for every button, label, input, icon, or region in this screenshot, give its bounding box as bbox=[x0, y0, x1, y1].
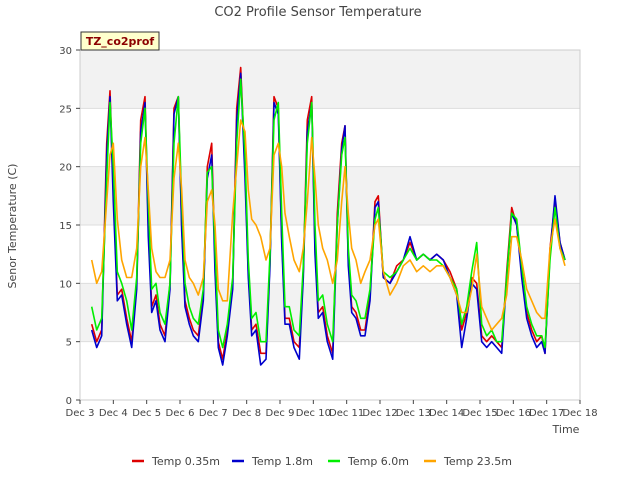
x-tick-label: Dec 5 bbox=[132, 408, 161, 419]
chart-title: CO2 Profile Sensor Temperature bbox=[214, 5, 421, 20]
y-tick-label: 25 bbox=[59, 104, 72, 115]
legend-label: Temp 0.35m bbox=[151, 455, 220, 468]
x-axis-label: Time bbox=[552, 423, 580, 436]
legend: Temp 0.35m Temp 1.8m Temp 6.0m Temp 23.5m bbox=[132, 455, 512, 468]
series-line-temp-23-5m bbox=[90, 119, 566, 331]
x-tick-label: Dec 13 bbox=[396, 408, 431, 419]
x-tick-label: Dec 17 bbox=[529, 408, 564, 419]
x-tick-label: Dec 6 bbox=[166, 408, 195, 419]
annotation-label: TZ_co2prof bbox=[86, 35, 155, 48]
x-tick-label: Dec 10 bbox=[296, 408, 331, 419]
x-tick-label: Dec 8 bbox=[232, 408, 261, 419]
x-tick-label: Dec 7 bbox=[199, 408, 228, 419]
x-tick-label: Dec 11 bbox=[329, 408, 364, 419]
x-tick-label: Dec 3 bbox=[66, 408, 95, 419]
series-line-temp-1-8m bbox=[90, 72, 566, 366]
y-tick-label: 10 bbox=[59, 279, 72, 290]
x-tick-label: Dec 12 bbox=[362, 408, 397, 419]
plot-background bbox=[80, 50, 580, 400]
x-tick-label: Dec 16 bbox=[496, 408, 531, 419]
y-tick-label: 5 bbox=[66, 338, 72, 349]
series-lines bbox=[90, 66, 566, 366]
y-tick-label: 30 bbox=[59, 46, 72, 57]
y-tick-label: 15 bbox=[59, 221, 72, 232]
y-axis-label: Senor Temperature (C) bbox=[6, 164, 19, 289]
plot-band bbox=[80, 108, 580, 167]
y-tick-label: 20 bbox=[59, 163, 72, 174]
plot-band bbox=[80, 50, 580, 109]
plot-band bbox=[80, 166, 580, 225]
x-tick-label: Dec 14 bbox=[429, 408, 464, 419]
x-tick-label: Dec 15 bbox=[462, 408, 497, 419]
x-tick-label: Dec 9 bbox=[266, 408, 295, 419]
legend-label: Temp 1.8m bbox=[251, 455, 313, 468]
annotation-box: TZ_co2prof bbox=[80, 31, 160, 51]
axis-ticks: 0 5 10 15 20 25 30 Dec 3 Dec 4 Dec 5 Dec 6 Dec 7 Dec… bbox=[59, 46, 597, 419]
legend-label: Temp 23.5m bbox=[443, 455, 512, 468]
series-line-temp-6-0m bbox=[90, 78, 566, 349]
y-tick-label: 0 bbox=[66, 396, 72, 407]
x-tick-label: Dec 18 bbox=[562, 408, 597, 419]
x-tick-label: Dec 4 bbox=[99, 408, 128, 419]
legend-label: Temp 6.0m bbox=[347, 455, 409, 468]
